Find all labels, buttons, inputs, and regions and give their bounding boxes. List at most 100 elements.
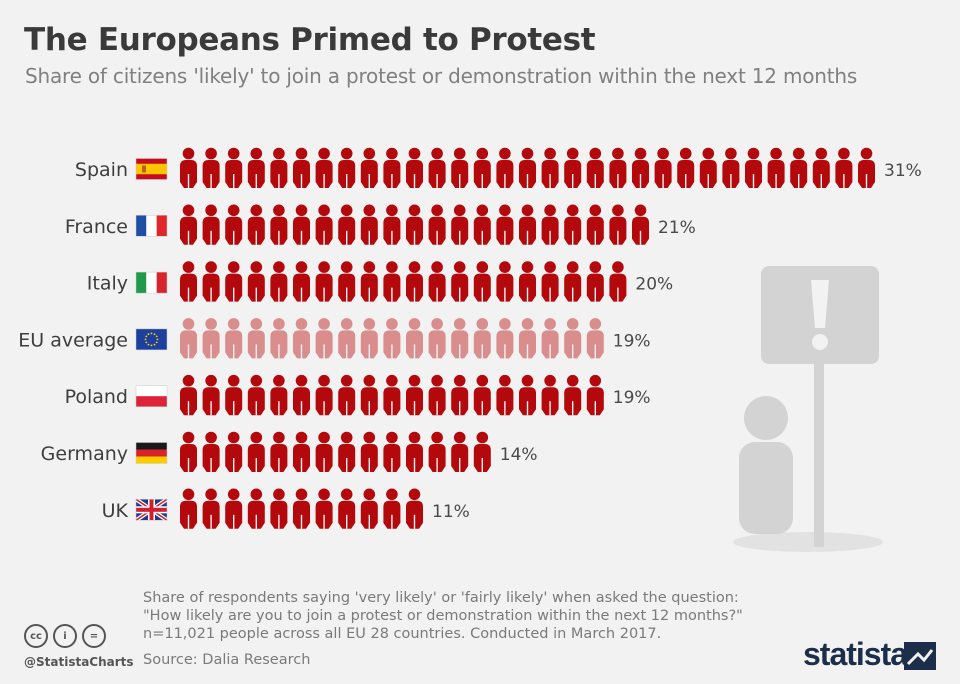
no-derivatives-icon: = — [82, 624, 106, 648]
person-icon — [202, 488, 220, 529]
person-icon — [180, 318, 197, 359]
person-icon — [451, 374, 469, 416]
cc-icon: cc — [24, 624, 48, 648]
source-text: Source: Dalia Research — [143, 652, 311, 668]
person-icon — [360, 147, 378, 188]
person-icon — [790, 147, 808, 188]
person-icon — [383, 318, 401, 359]
spain-flag-icon — [135, 158, 168, 180]
person-icon — [293, 431, 310, 472]
person-icon — [835, 147, 853, 188]
note-line: "How likely are you to join a protest or… — [143, 608, 743, 624]
person-icon — [315, 318, 333, 359]
person-icon — [293, 488, 310, 529]
person-icon — [722, 147, 740, 188]
statista-handle[interactable]: @StatistaCharts — [24, 655, 134, 669]
chart-title: The Europeans Primed to Protest — [24, 22, 596, 58]
attribution-icon: i — [53, 624, 77, 648]
person-icon — [225, 374, 243, 416]
person-icon — [315, 374, 333, 416]
person-icon — [180, 488, 197, 529]
chart-row: Spain 31% — [75, 147, 922, 188]
person-icon — [383, 431, 401, 472]
person-icon — [519, 204, 536, 245]
person-icon — [270, 374, 288, 416]
person-icon — [247, 374, 265, 416]
person-icon — [247, 318, 265, 359]
person-icon — [428, 374, 446, 416]
person-icon — [406, 431, 423, 472]
person-icon — [564, 204, 582, 245]
person-icon — [383, 488, 401, 529]
person-icon — [293, 318, 310, 359]
category-label: UK — [102, 500, 129, 522]
person-icon — [202, 204, 220, 245]
person-icon — [428, 261, 446, 302]
category-label: Italy — [87, 273, 128, 295]
person-icon — [632, 204, 649, 245]
person-icon — [541, 147, 559, 188]
person-icon — [225, 204, 243, 245]
person-icon — [473, 374, 491, 416]
person-icon — [677, 147, 695, 188]
category-label: Germany — [41, 443, 128, 465]
person-icon — [564, 374, 582, 416]
bar — [180, 431, 491, 472]
person-icon — [180, 431, 197, 472]
person-icon — [519, 318, 536, 359]
person-icon — [180, 204, 197, 245]
bar — [180, 374, 604, 416]
person-icon — [360, 261, 378, 302]
person-icon — [473, 147, 491, 188]
person-icon — [360, 431, 378, 472]
person-icon — [247, 488, 265, 529]
person-icon — [338, 374, 356, 416]
person-icon — [428, 431, 446, 472]
person-icon — [225, 431, 243, 472]
category-label: Poland — [65, 386, 128, 408]
person-icon — [360, 204, 378, 245]
category-label: Spain — [75, 159, 128, 181]
person-icon — [428, 147, 446, 188]
person-icon — [247, 261, 265, 302]
person-icon — [496, 261, 514, 302]
person-icon — [406, 374, 423, 416]
person-icon — [383, 374, 401, 416]
person-icon — [202, 318, 220, 359]
person-icon — [428, 204, 446, 245]
person-icon — [360, 318, 378, 359]
person-icon — [270, 147, 288, 188]
person-icon — [451, 261, 469, 302]
person-icon — [180, 147, 197, 188]
person-icon — [270, 488, 288, 529]
person-icon — [586, 261, 604, 302]
person-icon — [519, 374, 536, 416]
category-label: France — [65, 216, 128, 238]
person-icon — [473, 318, 491, 359]
person-icon — [270, 318, 288, 359]
person-icon — [338, 488, 356, 529]
person-icon — [451, 318, 469, 359]
person-icon — [270, 431, 288, 472]
person-icon — [541, 261, 559, 302]
person-icon — [473, 204, 491, 245]
person-icon — [202, 147, 220, 188]
bar — [180, 147, 875, 188]
person-icon — [473, 261, 491, 302]
poland-flag-icon — [135, 385, 168, 407]
chart-subtitle: Share of citizens 'likely' to join a pro… — [25, 64, 858, 88]
person-icon — [451, 431, 469, 472]
person-icon — [270, 261, 288, 302]
person-icon — [745, 147, 762, 188]
person-icon — [315, 147, 333, 188]
person-icon — [496, 204, 514, 245]
statista-logo-icon — [904, 642, 936, 670]
person-icon — [406, 204, 423, 245]
value-label: 11% — [432, 502, 470, 522]
person-icon — [383, 261, 401, 302]
person-icon — [586, 318, 604, 359]
statista-logo[interactable]: statista — [803, 636, 908, 672]
person-icon — [247, 431, 265, 472]
person-icon — [180, 261, 197, 302]
